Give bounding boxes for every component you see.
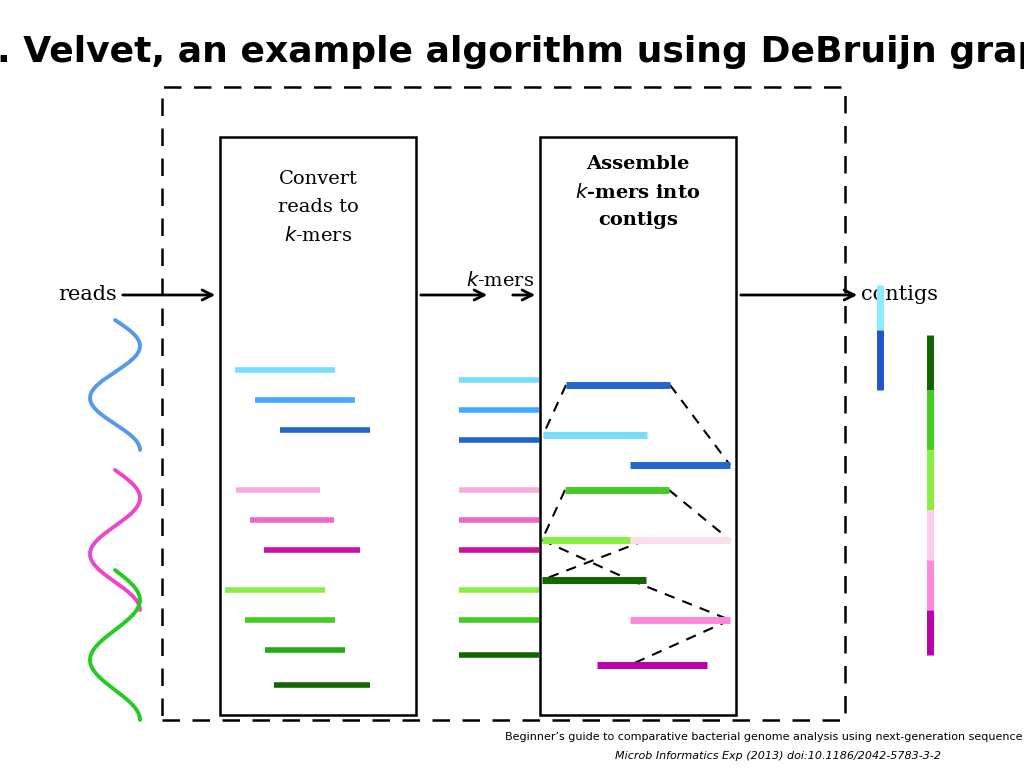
Bar <box>220 137 416 715</box>
Text: $k$-mers into: $k$-mers into <box>575 183 700 202</box>
Text: e.g. Velvet, an example algorithm using DeBruijn graphs: e.g. Velvet, an example algorithm using … <box>0 35 1024 68</box>
Text: $k$-mers: $k$-mers <box>284 226 352 245</box>
Text: Convert: Convert <box>279 170 357 188</box>
Text: reads to: reads to <box>278 198 358 216</box>
Text: $k$-mers: $k$-mers <box>466 272 535 290</box>
Bar <box>540 137 736 715</box>
Text: reads: reads <box>58 286 118 304</box>
Text: Beginner’s guide to comparative bacterial genome analysis using next-generation : Beginner’s guide to comparative bacteria… <box>505 732 1024 742</box>
Text: contigs: contigs <box>598 211 678 229</box>
Bar <box>162 87 845 720</box>
Text: Assemble: Assemble <box>587 155 690 173</box>
Text: Microb Informatics Exp (2013) doi:10.1186/2042-5783-3-2: Microb Informatics Exp (2013) doi:10.118… <box>615 751 941 761</box>
Text: contigs: contigs <box>861 286 939 304</box>
